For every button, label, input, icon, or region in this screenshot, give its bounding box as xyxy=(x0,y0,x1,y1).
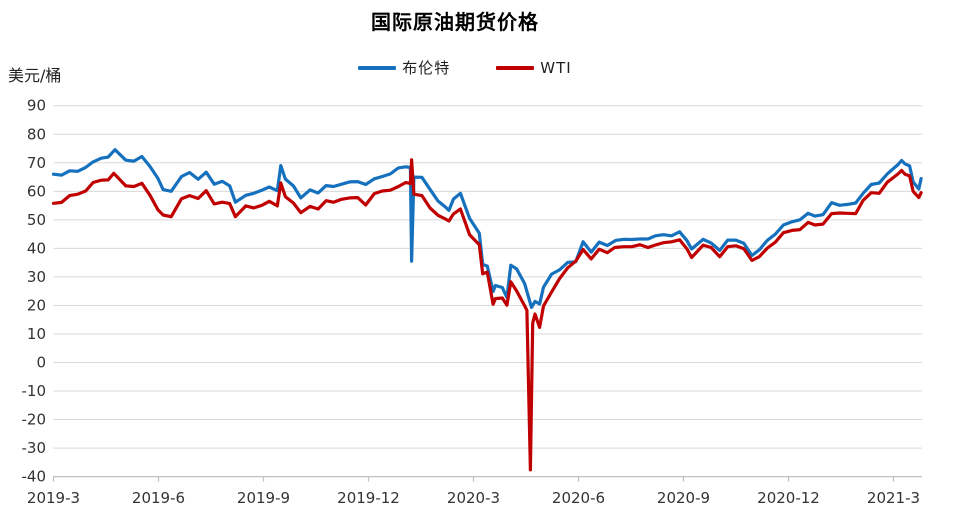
y-tick-label: -40 xyxy=(22,468,47,486)
legend-item-wti: WTI xyxy=(496,59,571,77)
legend-label-brent: 布伦特 xyxy=(402,59,451,77)
x-tick-label: 2021-3 xyxy=(867,489,920,507)
x-tick-label: 2020-9 xyxy=(657,489,710,507)
y-tick-label: 70 xyxy=(27,154,46,172)
wti-line xyxy=(51,158,923,472)
x-tick-label: 2020-6 xyxy=(552,489,605,507)
x-tick-label: 2019-12 xyxy=(337,489,400,507)
y-tick-label: 0 xyxy=(36,354,46,372)
x-tick-label: 2019-6 xyxy=(132,489,185,507)
y-tick-label: 60 xyxy=(27,182,46,200)
brent-line-swatch xyxy=(358,65,397,70)
x-tick-label: 2020-12 xyxy=(757,489,820,507)
y-tick-label: -30 xyxy=(22,439,47,457)
y-axis-title: 美元/桶 xyxy=(8,66,62,85)
y-tick-label: 40 xyxy=(27,239,46,257)
y-tick-label: 30 xyxy=(27,268,46,286)
wti-line-swatch xyxy=(496,65,535,70)
y-tick-label: 80 xyxy=(27,125,46,143)
y-tick-label: -20 xyxy=(22,411,47,429)
legend-label-wti: WTI xyxy=(540,58,572,77)
y-tick-label: 50 xyxy=(27,211,46,229)
brent-line xyxy=(51,148,923,309)
x-tick-label: 2020-3 xyxy=(447,489,500,507)
legend-item-brent: 布伦特 xyxy=(358,57,450,78)
y-tick-label: 10 xyxy=(27,325,46,343)
y-tick-label: 20 xyxy=(27,296,46,314)
x-tick-label: 2019-9 xyxy=(237,489,290,507)
y-tick-label: -10 xyxy=(22,382,47,400)
legend: 布伦特 WTI xyxy=(0,57,930,78)
y-tick-label: 90 xyxy=(27,97,46,115)
x-tick-label: 2019-3 xyxy=(27,489,80,507)
chart-title: 国际原油期货价格 xyxy=(371,10,539,34)
